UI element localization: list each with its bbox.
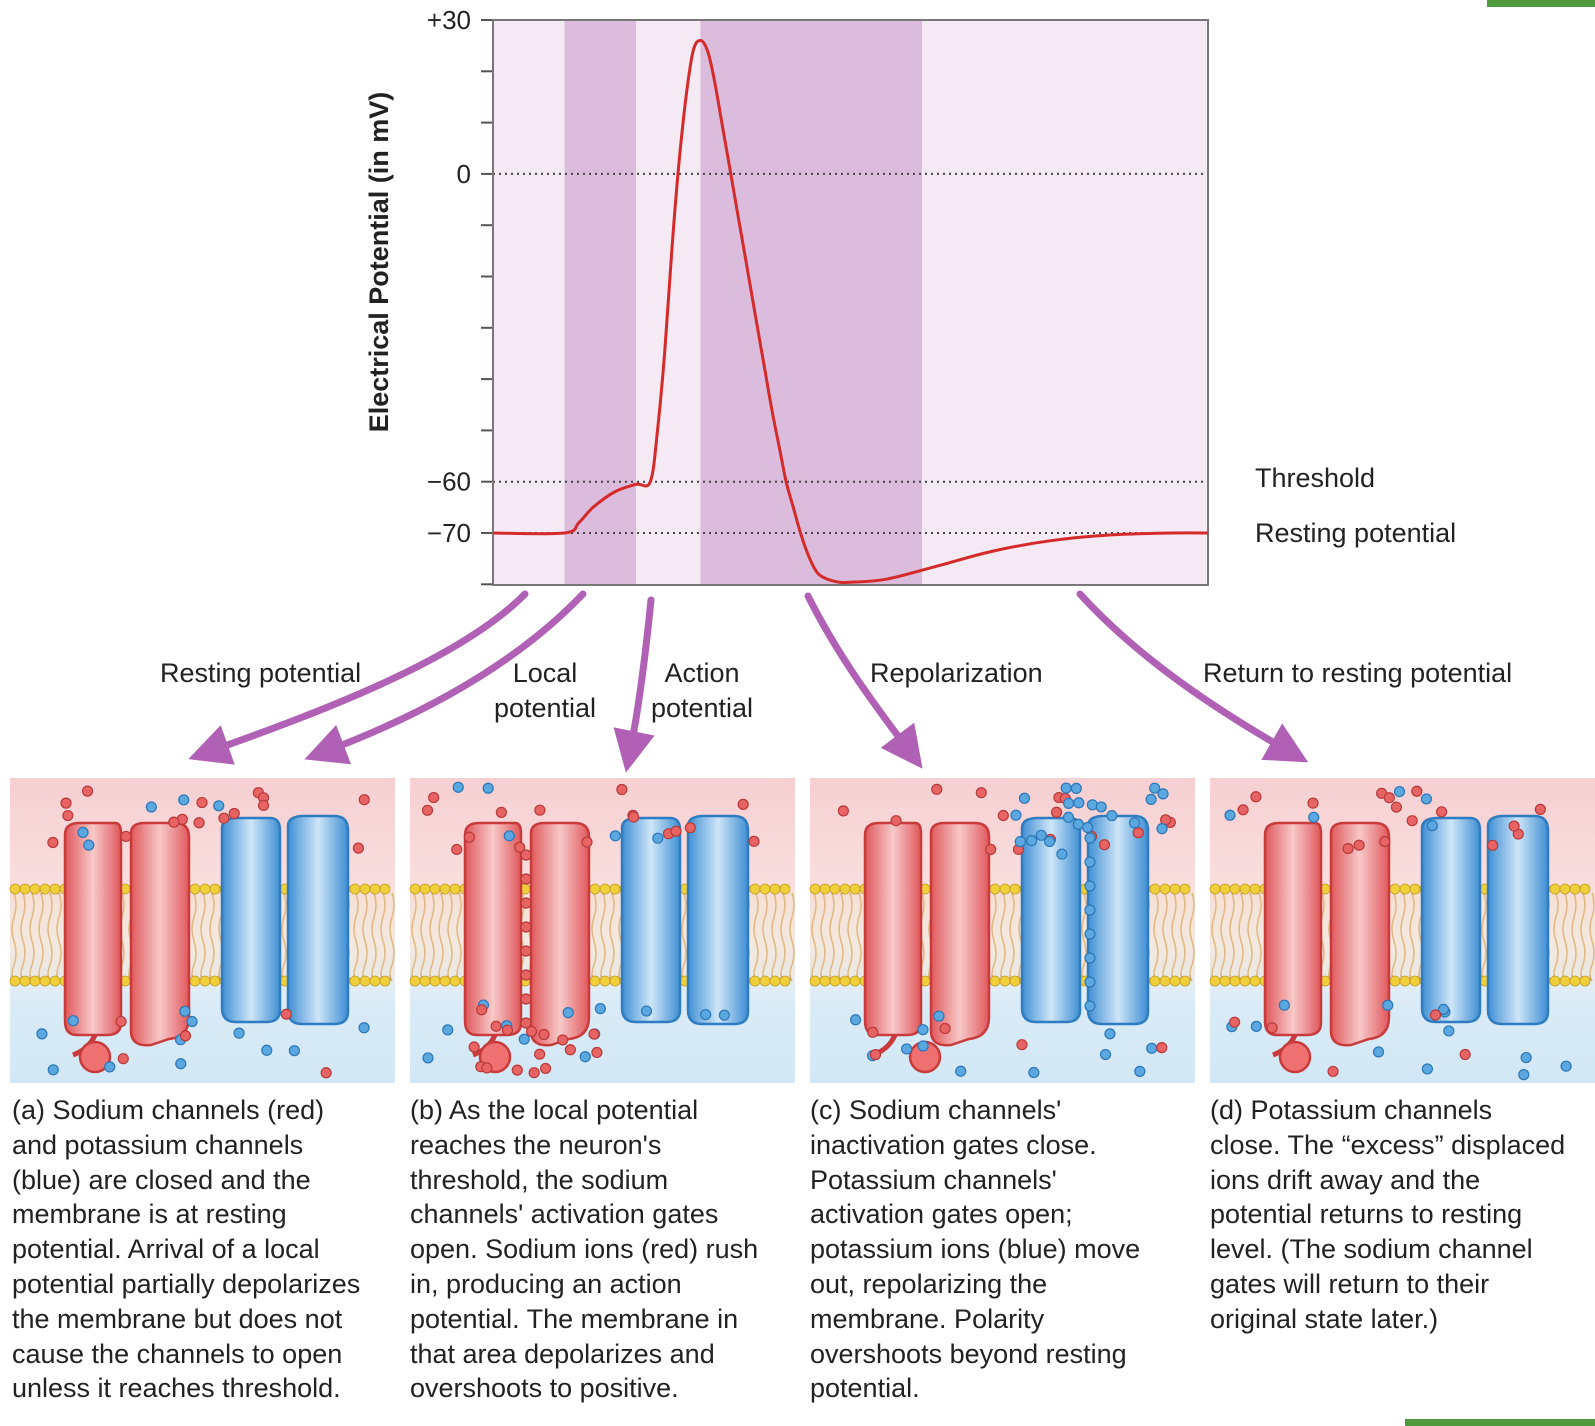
potential-chart: +300−60−70 Electrical Potential (in mV) …	[364, 5, 1456, 586]
ions	[837, 782, 1176, 1079]
sodium-channel	[63, 821, 191, 1074]
membrane-panel-a	[9, 778, 395, 1083]
threshold-label: Threshold	[1255, 463, 1375, 493]
caption-c: (c) Sodium channels' inactivation gates …	[810, 1095, 1141, 1404]
membrane-panel-c	[809, 778, 1195, 1083]
plot-frame	[492, 19, 1209, 586]
membrane-potential-curve	[492, 38, 1209, 585]
membrane-panels	[9, 778, 1595, 1083]
arrow-action	[613, 596, 655, 773]
y-tick-label: +30	[427, 5, 471, 35]
y-tick-label: 0	[457, 159, 471, 189]
arrow-return	[1076, 590, 1309, 763]
y-axis: +30 0 −60 −70	[427, 5, 493, 586]
corner-accent-top	[1487, 0, 1595, 7]
phase-label-resting: Resting potential	[160, 658, 361, 688]
phase-label-return: Return to resting potential	[1203, 658, 1512, 688]
y-axis-label: Electrical Potential (in mV)	[364, 92, 394, 433]
phase-label-action-1: Action	[664, 658, 739, 688]
resting-potential-label: Resting potential	[1255, 518, 1456, 548]
phase-bands	[564, 20, 922, 585]
y-tick-label: −70	[427, 518, 471, 548]
phase-arrows	[188, 590, 1309, 773]
phase-band-0	[564, 20, 636, 585]
phase-band-1	[700, 20, 922, 585]
sodium-channel	[863, 821, 991, 1074]
arrow-repolarization	[804, 592, 923, 769]
ions	[1224, 785, 1572, 1081]
reference-lines	[493, 172, 1208, 534]
caption-a: (a) Sodium channels (red) and potassium …	[12, 1095, 361, 1404]
sodium-channel	[1263, 821, 1391, 1074]
potassium-channel	[1020, 814, 1150, 1026]
phase-label-action-2: potential	[651, 693, 753, 723]
caption-d: (d) Potassium channels close. The “exces…	[1210, 1095, 1566, 1334]
potassium-channel	[220, 814, 350, 1026]
membrane-panel-d	[1209, 778, 1595, 1083]
arrow-local	[304, 590, 587, 765]
potassium-channel	[1420, 814, 1550, 1026]
corner-accent-bottom	[1405, 1419, 1595, 1426]
sodium-channel	[463, 821, 591, 1074]
potassium-channel	[620, 814, 750, 1026]
phase-label-repolarization: Repolarization	[870, 658, 1043, 688]
y-tick-label: −60	[427, 467, 471, 497]
ions	[36, 785, 370, 1079]
phase-label-local-2: potential	[494, 693, 596, 723]
phase-label-local-1: Local	[513, 658, 578, 688]
membrane-panel-b	[409, 778, 795, 1083]
ions	[421, 781, 760, 1079]
arrow-resting	[188, 590, 529, 765]
caption-b: (b) As the local potential reaches the n…	[410, 1095, 759, 1404]
